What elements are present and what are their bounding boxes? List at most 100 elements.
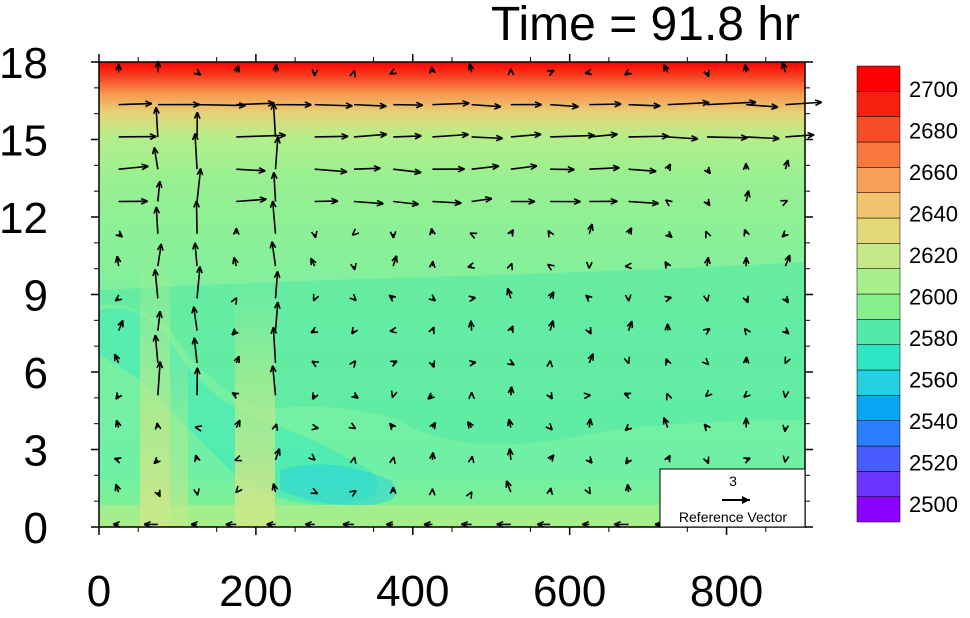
colorbar-cell [856,445,901,472]
wind-vector-head [193,367,201,375]
wind-vector-head [742,356,750,364]
wind-vector-head [468,359,477,367]
y-tick-label: 9 [24,272,48,321]
wind-vector-head [114,483,122,492]
wind-vector-head [259,196,267,204]
wind-vector [271,365,277,396]
colorbar-cell [856,91,901,117]
wind-vector-head [587,353,594,361]
wind-vector-head [193,111,201,119]
wind-vector [589,133,618,138]
wind-vector-head [468,391,476,400]
wind-vector-head [493,102,502,110]
wind-vector-head [528,198,536,206]
wind-vector [273,172,277,202]
wind-vector-head [662,63,670,72]
wind-vector-head [411,200,419,208]
wind-vector-head [465,491,473,499]
wind-vector-head [649,167,657,175]
wind-vector-head [703,69,710,78]
wind-vector [271,241,277,267]
wind-vector-head [583,392,591,400]
wind-vector [272,103,277,137]
wind-vector-head [145,100,153,108]
wind-vector [196,266,201,299]
wind-vector-head [308,453,316,461]
y-tick-label: 6 [24,349,48,398]
y-tick-label: 0 [24,504,48,553]
wind-vector-head [340,167,348,175]
wind-vector-head [391,255,398,263]
wind-vector-head [349,456,357,465]
wind-vector-head [782,390,790,398]
wind-vector-head [115,230,124,238]
wind-vector-head [743,228,750,237]
wind-vector [194,242,198,267]
colorbar-cell [856,420,901,447]
wind-vector-head [273,301,281,309]
wind-vector [236,168,266,172]
wind-vector [192,306,198,331]
wind-vector-head [534,101,542,109]
wind-vector-head [495,134,503,142]
wind-vector-head [625,227,633,235]
wind-vector-head [414,132,422,140]
wind-vector-head [389,326,397,334]
wind-vector-head [664,199,673,207]
colorbar-cell [856,369,901,396]
chart-title: Time = 91.8 hr [491,0,800,51]
wind-vector-head [781,230,789,238]
wind-vector-head [614,100,622,108]
wind-vector-head [507,358,515,366]
wind-vector [628,200,659,205]
x-tick-label: 200 [219,567,292,616]
wind-vector-head [153,456,161,465]
wind-vector-head [379,131,388,139]
reference-vector-magnitude: 3 [729,473,737,489]
contour-field [99,62,805,527]
wind-vector-head [271,423,279,431]
wind-vector-head [703,256,711,265]
wind-vector-head [742,417,750,425]
wind-vector-head [151,146,159,155]
wind-vector-head [429,452,436,460]
wind-vector-head [156,243,164,251]
wind-vector-head [782,424,790,432]
wind-vector-head [664,323,672,331]
wind-vector-head [461,131,469,139]
wind-vector-head [234,419,241,428]
wind-vector [432,200,462,204]
wind-vector-head [703,166,712,175]
wind-vector-head [743,457,751,464]
wind-vector [157,311,161,331]
wind-vector-head [780,61,788,70]
wind-vector-head [624,294,632,302]
wind-vector-head [156,361,164,369]
wind-vector [157,361,161,396]
wind-vector-head [154,422,162,430]
wind-vector-head [312,293,320,302]
wind-vector-head [234,455,242,462]
wind-vector-head [310,487,319,495]
wind-vector-head [351,391,359,400]
wind-vector-head [390,360,398,367]
wind-vector-head [584,68,593,76]
wind-vector-head [784,356,791,365]
wind-vector [236,134,286,138]
wind-vector-head [428,294,437,302]
wind-vector-head [349,360,357,368]
wind-vector-head [192,242,199,250]
wind-vector-head [191,306,198,314]
wind-vector [628,103,661,107]
wind-vector-head [466,421,474,429]
colorbar-cell [856,116,901,143]
wind-vector [274,271,279,299]
wind-vector-head [278,132,286,139]
wind-vector-head [702,99,710,107]
wind-vector-head [230,297,238,305]
wind-vector-head [534,131,542,139]
wind-vector-head [115,63,123,71]
wind-vector-head [152,268,160,277]
wind-vector [193,337,198,364]
wind-vector-head [612,164,620,172]
